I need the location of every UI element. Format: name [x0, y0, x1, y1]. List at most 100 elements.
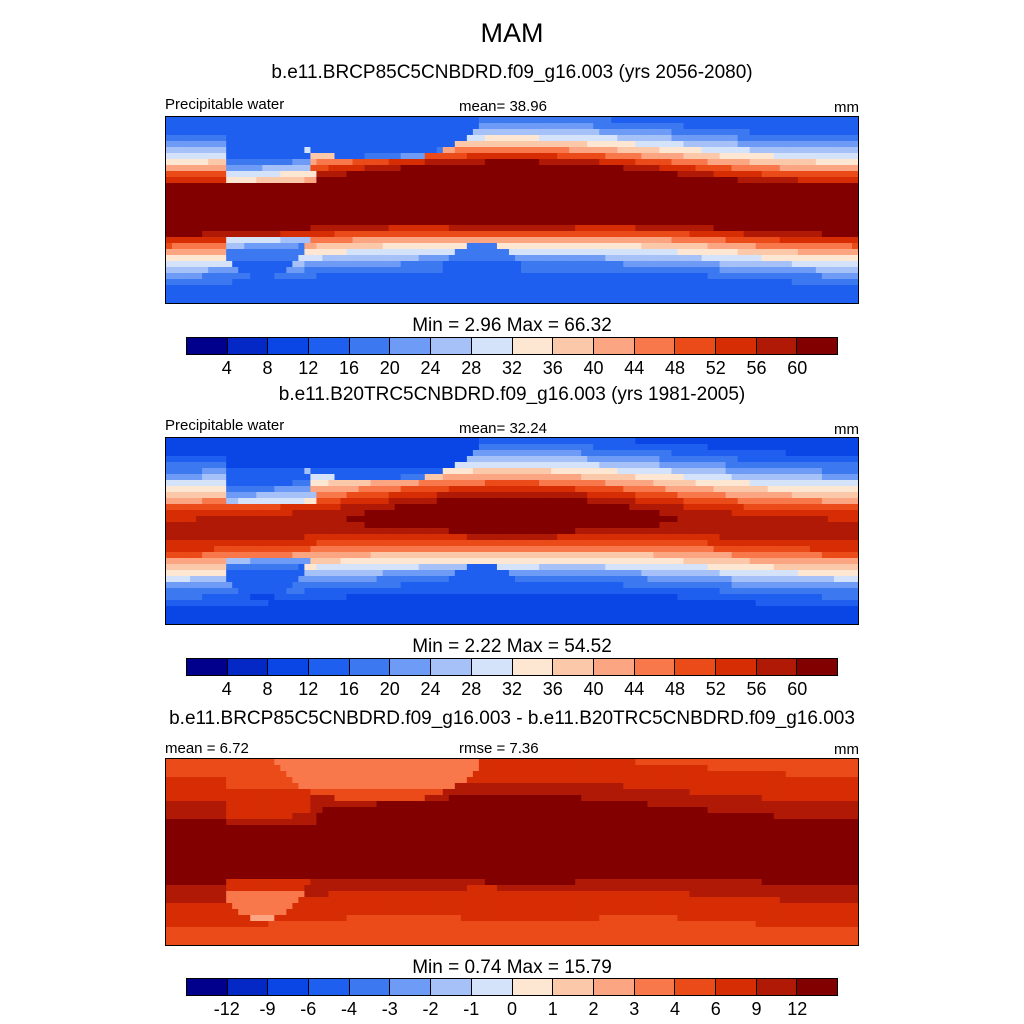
heatmap-cell — [671, 450, 679, 457]
heatmap-cell — [472, 237, 480, 244]
heatmap-cell — [593, 450, 600, 457]
heatmap-cell — [400, 444, 408, 451]
heatmap-cell — [839, 219, 847, 226]
heatmap-cell — [515, 153, 522, 160]
heatmap-cell — [220, 183, 227, 190]
heatmap-cell — [653, 456, 661, 463]
heatmap-cell — [436, 297, 444, 303]
heatmap-cell — [406, 117, 414, 124]
heatmap-cell — [797, 444, 805, 451]
heatmap-cell — [545, 462, 552, 469]
heatmap-cell — [515, 201, 522, 208]
heatmap-cell — [388, 237, 396, 244]
heatmap-cell — [478, 135, 486, 142]
heatmap-cell — [400, 135, 408, 142]
heatmap-cell — [490, 177, 498, 184]
heatmap-cell — [527, 183, 534, 190]
heatmap-cell — [178, 444, 185, 451]
heatmap-cell — [184, 510, 191, 517]
heatmap-cell — [484, 243, 492, 250]
heatmap-cell — [743, 462, 751, 469]
heatmap-cell — [412, 171, 420, 178]
heatmap-cell — [202, 177, 209, 184]
heatmap-cell — [340, 147, 348, 154]
heatmap-cell — [412, 237, 420, 244]
heatmap-cell — [454, 261, 462, 268]
heatmap-cell — [496, 474, 504, 481]
heatmap-cell — [340, 231, 348, 238]
heatmap-cell — [496, 117, 504, 124]
heatmap-cell — [310, 486, 318, 493]
heatmap-cell — [502, 141, 510, 148]
heatmap-cell — [743, 123, 751, 130]
heatmap-cell — [310, 474, 318, 481]
heatmap-cell — [569, 261, 576, 268]
heatmap-cell — [448, 165, 456, 172]
heatmap-cell — [677, 153, 685, 160]
heatmap-cell — [406, 285, 414, 292]
heatmap-cell — [364, 219, 372, 226]
heatmap-cell — [478, 237, 486, 244]
heatmap-cell — [743, 267, 751, 274]
heatmap-cell — [454, 480, 462, 487]
heatmap-cell — [250, 462, 257, 469]
heatmap-cell — [521, 438, 528, 445]
heatmap-cell — [226, 480, 233, 487]
heatmap-cell — [833, 165, 841, 172]
heatmap-cell — [635, 480, 642, 487]
heatmap-cell — [815, 444, 823, 451]
heatmap-cell — [743, 279, 751, 286]
heatmap-cell — [322, 249, 330, 256]
heatmap-cell — [346, 468, 354, 475]
heatmap-cell — [496, 249, 504, 256]
heatmap-cell — [484, 279, 492, 286]
heatmap-cell — [310, 201, 318, 208]
heatmap-cell — [653, 255, 661, 262]
heatmap-cell — [310, 504, 318, 511]
heatmap-cell — [839, 195, 847, 202]
heatmap-cell — [268, 129, 275, 136]
heatmap-cell — [659, 117, 667, 124]
heatmap-cell — [190, 468, 197, 475]
heatmap-cell — [166, 498, 173, 505]
heatmap-cell — [292, 177, 299, 184]
heatmap-cell — [196, 267, 203, 274]
heatmap-cell — [773, 225, 781, 232]
heatmap-cell — [617, 297, 624, 303]
heatmap-cell — [557, 492, 564, 499]
heatmap-cell — [412, 261, 420, 268]
heatmap-cell — [238, 147, 245, 154]
heatmap-cell — [274, 480, 281, 487]
heatmap-cell — [508, 504, 516, 511]
heatmap-cell — [478, 291, 486, 298]
heatmap-cell — [779, 207, 787, 214]
heatmap-cell — [304, 159, 312, 166]
heatmap-cell — [731, 147, 739, 154]
heatmap-cell — [448, 468, 456, 475]
heatmap-cell — [316, 123, 324, 130]
heatmap-cell — [370, 243, 378, 250]
heatmap-cell — [599, 255, 606, 262]
heatmap-cell — [292, 267, 299, 274]
heatmap-cell — [659, 123, 667, 130]
heatmap-cell — [533, 177, 540, 184]
heatmap-cell — [719, 135, 727, 142]
heatmap-cell — [551, 237, 558, 244]
heatmap-cell — [737, 267, 745, 274]
heatmap-cell — [707, 297, 715, 303]
heatmap-cell — [521, 129, 528, 136]
heatmap-cell — [803, 438, 811, 445]
heatmap-cell — [683, 267, 691, 274]
heatmap-cell — [695, 237, 703, 244]
heatmap-cell — [376, 468, 384, 475]
heatmap-cell — [226, 141, 233, 148]
heatmap-cell — [611, 444, 618, 451]
heatmap-cell — [430, 177, 438, 184]
heatmap-cell — [376, 438, 384, 445]
heatmap-cell — [274, 195, 281, 202]
heatmap-cell — [178, 135, 185, 142]
heatmap-cell — [484, 153, 492, 160]
heatmap-cell — [611, 195, 618, 202]
heatmap-cell — [617, 141, 624, 148]
heatmap-cell — [502, 159, 510, 166]
